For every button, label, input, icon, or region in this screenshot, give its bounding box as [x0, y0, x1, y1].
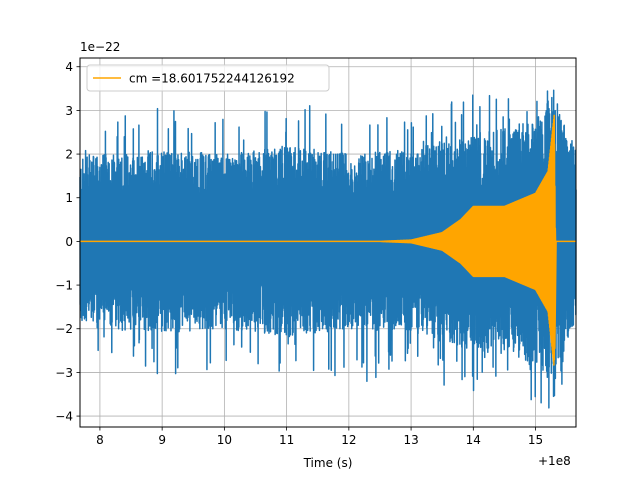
y-tick-label: 1 — [65, 191, 73, 205]
x-tick-label: 15 — [528, 433, 543, 447]
plot-frame — [79, 57, 577, 428]
y-tick-label: 0 — [65, 235, 73, 249]
x-offset-label: +1e8 — [538, 454, 571, 468]
x-tick-label: 8 — [96, 433, 104, 447]
x-tick-label: 11 — [279, 433, 294, 447]
legend-box — [86, 64, 330, 92]
y-tick-label: −2 — [55, 322, 73, 336]
y-tick-label: 4 — [65, 60, 73, 74]
x-tick-label: 13 — [403, 433, 418, 447]
y-tick-label: −3 — [55, 366, 73, 380]
x-tick-label: 12 — [341, 433, 356, 447]
x-axis-label: Time (s) — [303, 456, 353, 470]
y-tick-label: 2 — [65, 148, 73, 162]
x-tick-label: 10 — [217, 433, 232, 447]
legend: cm =18.601752244126192 — [86, 64, 330, 92]
series-cm-line — [79, 114, 577, 366]
y-scale-label: 1e−22 — [80, 40, 120, 54]
series-layer — [79, 89, 577, 409]
y-tick-label: 3 — [65, 104, 73, 118]
y-tick-label: −4 — [55, 410, 73, 424]
x-tick-label: 14 — [466, 433, 481, 447]
x-tick-label: 9 — [158, 433, 166, 447]
legend-label-cm: cm =18.601752244126192 — [129, 72, 295, 86]
y-tick-label: −1 — [55, 279, 73, 293]
